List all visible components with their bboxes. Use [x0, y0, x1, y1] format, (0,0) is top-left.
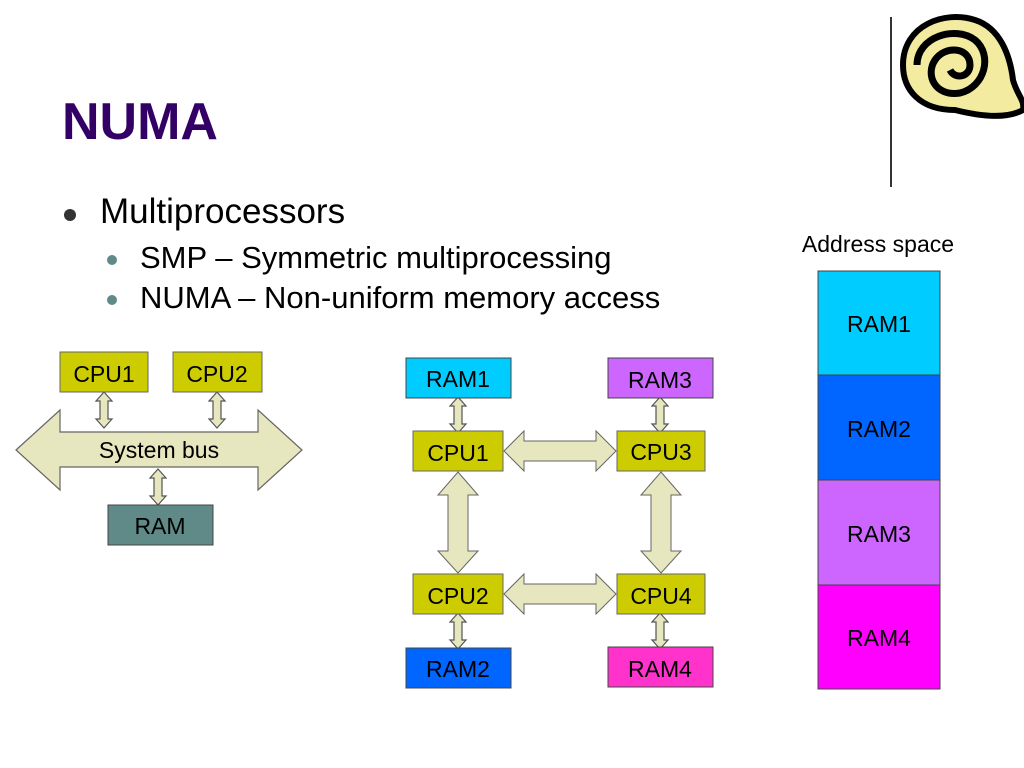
- smp-diagram: System bus CPU1 CPU2 RAM: [15, 351, 303, 546]
- sub-bullet-smp: SMP – Symmetric multiprocessing: [140, 240, 612, 275]
- arrow-cpu2-cpu4: [503, 572, 617, 616]
- smp-cpu1: CPU1: [73, 361, 134, 387]
- numa-ram2: RAM2: [426, 656, 490, 682]
- sub-bullet-numa: NUMA – Non-uniform memory access: [140, 280, 661, 315]
- sub-bullet-dot: [107, 295, 117, 305]
- divider-line: [890, 17, 892, 187]
- bus-arrow-ram: [149, 468, 167, 506]
- numa-ram4: RAM4: [628, 656, 692, 682]
- slide-title: NUMA: [62, 93, 218, 151]
- address-space-label: Address space: [802, 231, 954, 257]
- smp-ram: RAM: [134, 513, 185, 539]
- bus-arrow-cpu1: [95, 391, 113, 429]
- arrow-cpu2-ram2: [449, 612, 467, 650]
- scroll-icon: [899, 14, 1024, 119]
- numa-ram3: RAM3: [628, 367, 692, 393]
- bullet-dot: [64, 209, 76, 221]
- arrow-ram1-cpu1: [449, 396, 467, 434]
- address-segment-ram2: RAM2: [847, 416, 911, 442]
- arrow-cpu4-ram4: [651, 612, 669, 650]
- arrow-cpu1-cpu2: [436, 471, 480, 574]
- sub-bullet-dot: [107, 255, 117, 265]
- address-segment-ram1: RAM1: [847, 311, 911, 337]
- arrow-cpu1-cpu3: [503, 429, 617, 473]
- address-space: Address space RAM1 RAM2 RAM3 RAM4: [802, 231, 954, 690]
- arrow-cpu3-cpu4: [639, 471, 683, 574]
- address-segment-ram3: RAM3: [847, 521, 911, 547]
- smp-cpu2: CPU2: [186, 361, 247, 387]
- numa-cpu3: CPU3: [630, 439, 691, 465]
- numa-cpu2: CPU2: [427, 583, 488, 609]
- numa-cpu1: CPU1: [427, 440, 488, 466]
- numa-ram1: RAM1: [426, 366, 490, 392]
- arrow-ram3-cpu3: [651, 396, 669, 434]
- numa-diagram: RAM1 RAM3 CPU1 CPU3 CPU2 CPU4 RAM2 RAM4: [405, 357, 714, 689]
- address-segment-ram4: RAM4: [847, 625, 911, 651]
- system-bus-label: System bus: [99, 437, 219, 463]
- bullet-multiprocessors: Multiprocessors: [100, 192, 346, 231]
- system-bus-arrow: [15, 408, 303, 492]
- numa-cpu4: CPU4: [630, 583, 692, 609]
- bus-arrow-cpu2: [208, 391, 226, 429]
